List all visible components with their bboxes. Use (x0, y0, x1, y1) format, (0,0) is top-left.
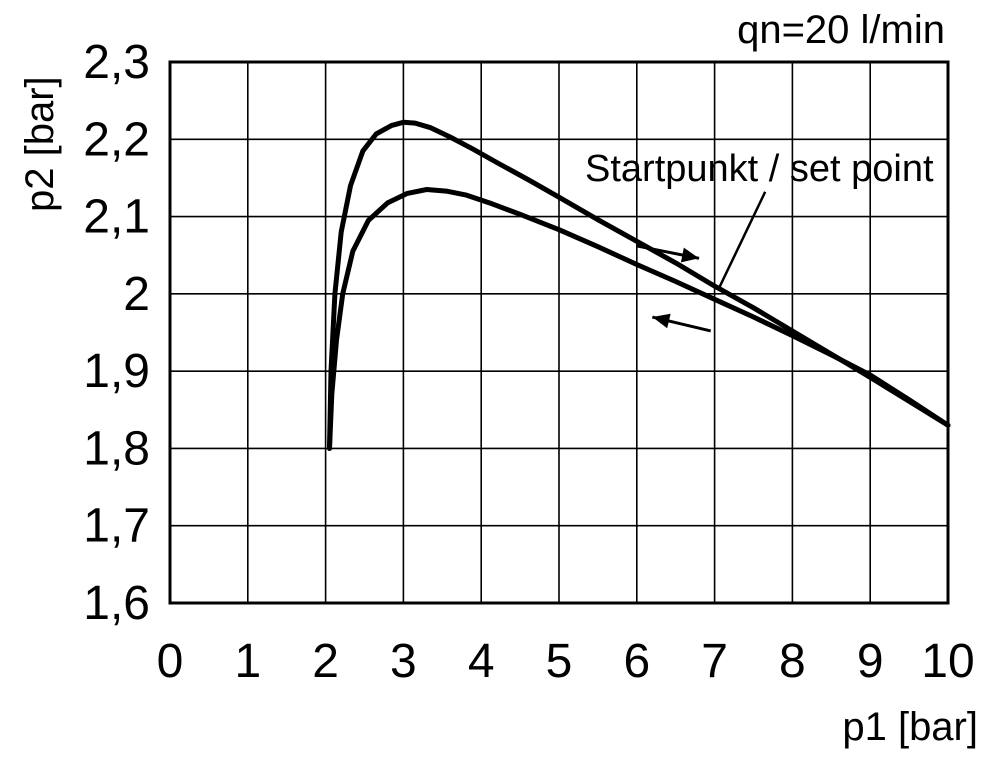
direction-arrow-head (680, 247, 700, 263)
y-tick-label: 2,3 (83, 36, 150, 89)
y-tick-label: 1,9 (83, 345, 150, 398)
y-tick-label: 2,2 (83, 113, 150, 166)
x-tick-label: 7 (701, 635, 728, 688)
plot-frame (168, 60, 950, 605)
y-tick-label: 1,6 (83, 577, 150, 630)
x-axis-label: p1 [bar] (842, 705, 978, 749)
x-tick-label: 8 (779, 635, 806, 688)
x-tick-label: 4 (468, 635, 495, 688)
x-tick-label: 3 (390, 635, 417, 688)
y-tick-label: 2,1 (83, 191, 150, 244)
curve-upper_curve (327, 119, 951, 451)
set-point-annotation: Startpunkt / set point (585, 148, 934, 190)
y-tick-label: 1,8 (83, 422, 150, 475)
curve-lower_curve (327, 187, 951, 451)
x-tick-label: 1 (234, 635, 261, 688)
y-axis-label: p2 [bar] (18, 76, 62, 212)
x-tick-label: 5 (546, 635, 573, 688)
x-tick-label: 10 (921, 635, 974, 688)
x-tick-label: 9 (857, 635, 884, 688)
y-tick-label: 1,7 (83, 500, 150, 553)
x-tick-label: 0 (157, 635, 184, 688)
x-tick-label: 6 (623, 635, 650, 688)
y-tick-label: 2 (123, 268, 150, 321)
chart-title-flow-rate: qn=20 l/min (737, 8, 945, 52)
x-tick-label: 2 (312, 635, 339, 688)
direction-arrow-head (652, 313, 671, 329)
grid-lines (169, 61, 949, 604)
annotation-leader-line (717, 191, 767, 290)
